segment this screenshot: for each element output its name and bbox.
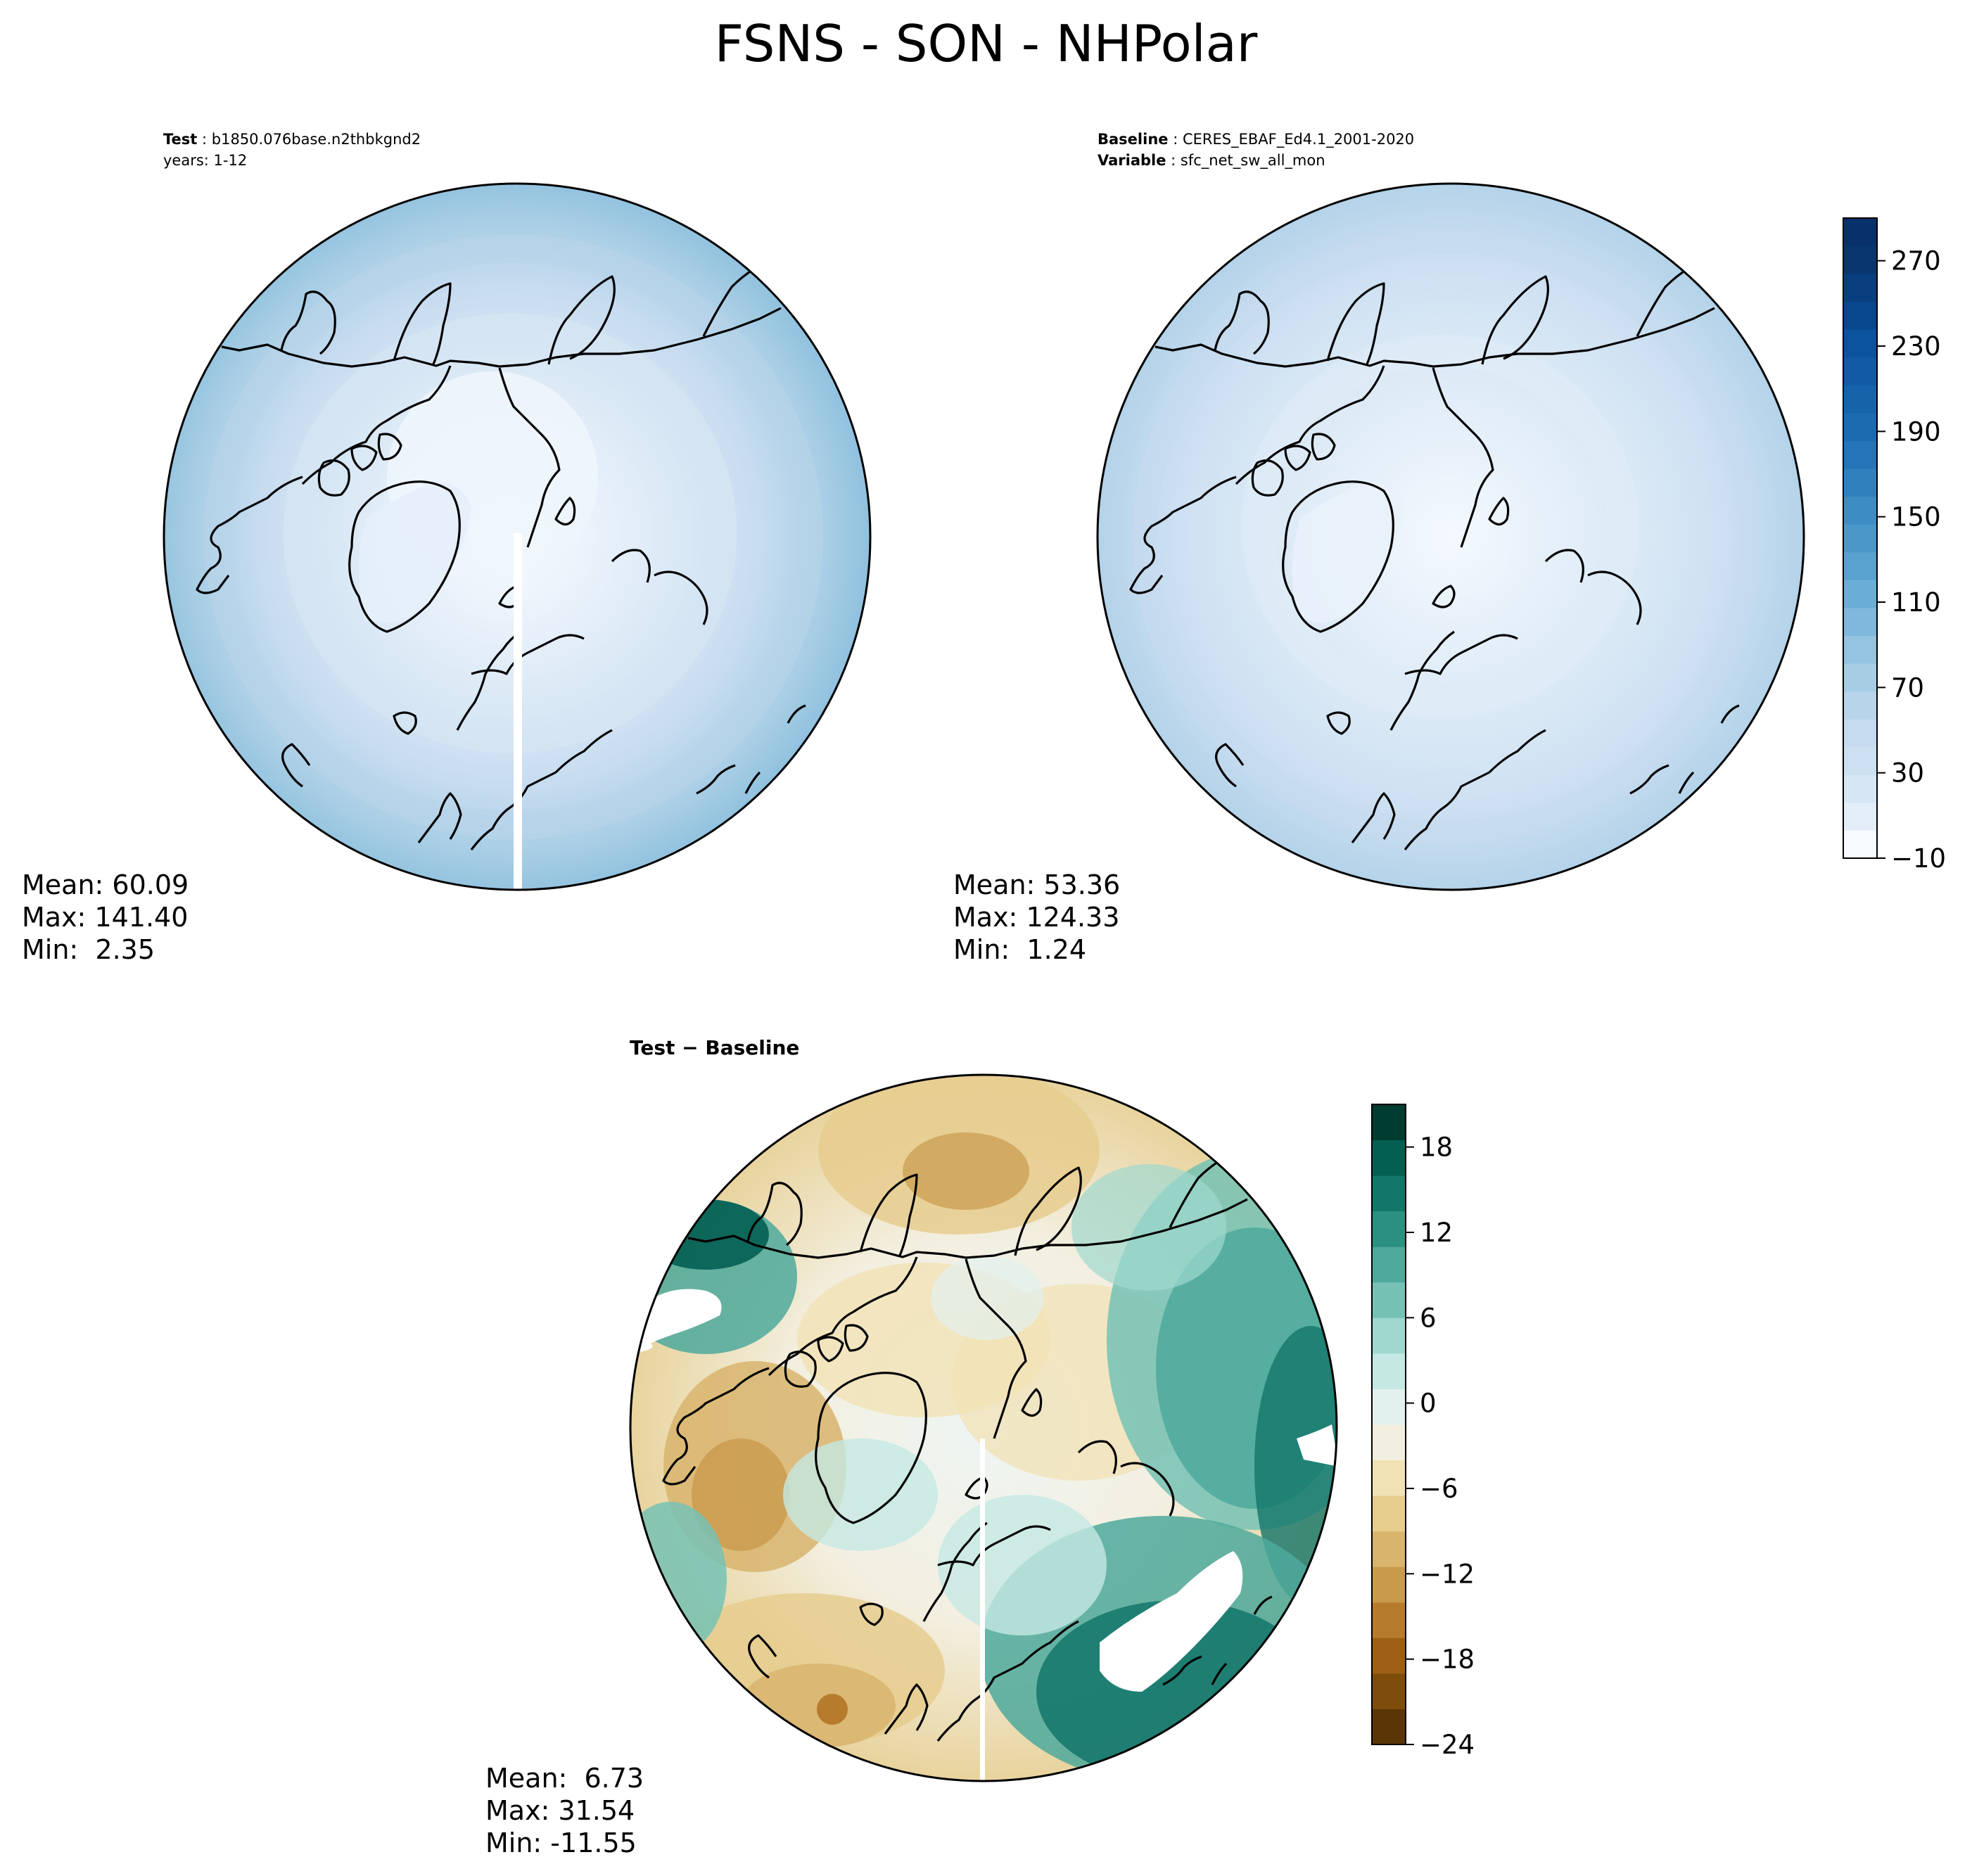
diff-colorbar-segment bbox=[1372, 1104, 1406, 1141]
diff-colorbar-segment bbox=[1372, 1460, 1406, 1496]
diff-mean: Mean: 6.73 bbox=[485, 1763, 644, 1794]
main-colorbar-tick-label: 150 bbox=[1891, 502, 1941, 532]
diff-colorbar-segment bbox=[1372, 1353, 1406, 1389]
test-case-name: b1850.076base.n2thbkgnd2 bbox=[211, 131, 421, 148]
main-colorbar-segment bbox=[1843, 830, 1877, 859]
diff-colorbar-frame bbox=[1371, 1104, 1406, 1745]
diff-coastlines bbox=[662, 1156, 1273, 1742]
main-colorbar: −10 30 70 110 150 190 230 270 bbox=[1843, 217, 1946, 874]
main-colorbar-tick-label: 70 bbox=[1891, 672, 1924, 703]
baseline-source: CERES_EBAF_Ed4.1_2001-2020 bbox=[1182, 131, 1415, 148]
diff-colorbar-segment bbox=[1372, 1246, 1406, 1283]
main-colorbar-tick-label: 30 bbox=[1891, 758, 1924, 789]
test-mean: Mean: 60.09 bbox=[22, 869, 189, 900]
diff-colorbar-tick-label: 0 bbox=[1420, 1389, 1437, 1419]
main-colorbar-segment bbox=[1843, 385, 1877, 414]
baseline-mean: Mean: 53.36 bbox=[953, 869, 1121, 900]
main-colorbar-segment bbox=[1843, 663, 1877, 692]
test-header: Test : b1850.076base.n2thbkgnd2 years: 1… bbox=[163, 129, 421, 171]
variable-label: Variable bbox=[1098, 152, 1166, 169]
test-max: Max: 141.40 bbox=[22, 902, 189, 933]
diff-title-minus: − bbox=[682, 1036, 699, 1059]
figure-title: FSNS - SON - NHPolar bbox=[714, 14, 1258, 73]
baseline-map-border bbox=[1096, 182, 1805, 891]
diff-title-test: Test bbox=[630, 1036, 675, 1059]
diff-colorbar-tick-label: 6 bbox=[1420, 1303, 1437, 1333]
diff-colorbar-tick-label: −18 bbox=[1420, 1645, 1475, 1675]
main-colorbar-segment bbox=[1843, 607, 1877, 636]
test-coastlines bbox=[196, 264, 806, 850]
main-colorbar-tick-label: −10 bbox=[1891, 843, 1946, 874]
diff-colorbar-segment bbox=[1372, 1709, 1406, 1745]
baseline-label: Baseline bbox=[1098, 131, 1169, 148]
diff-colorbar-tick-label: −6 bbox=[1420, 1474, 1458, 1504]
diff-colorbar-segment bbox=[1372, 1566, 1406, 1603]
baseline-stats: Mean: 53.36 Max: 124.33 Min: 1.24 bbox=[953, 869, 1120, 966]
baseline-coastlines bbox=[1129, 264, 1740, 850]
diff-colorbar-segment bbox=[1372, 1638, 1406, 1674]
main-colorbar-segment bbox=[1843, 719, 1877, 748]
main-colorbar-segment bbox=[1843, 218, 1877, 247]
baseline-max: Max: 124.33 bbox=[953, 902, 1120, 933]
main-colorbar-tick-label: 270 bbox=[1891, 246, 1941, 276]
main-colorbar-segment bbox=[1843, 329, 1877, 358]
diff-title-baseline: Baseline bbox=[705, 1036, 800, 1059]
diff-map bbox=[629, 1073, 1338, 1782]
main-colorbar-segment bbox=[1843, 580, 1877, 608]
main-colorbar-segment bbox=[1843, 245, 1877, 274]
baseline-variable: sfc_net_sw_all_mon bbox=[1180, 152, 1325, 169]
main-colorbar-tick-label: 110 bbox=[1891, 587, 1941, 618]
main-colorbar-segment bbox=[1843, 440, 1877, 469]
main-colorbar-segment bbox=[1843, 274, 1877, 302]
test-label: Test bbox=[163, 131, 198, 148]
main-colorbar-segment bbox=[1843, 301, 1877, 330]
baseline-min: Min: 1.24 bbox=[953, 934, 1086, 965]
diff-colorbar-segment bbox=[1372, 1495, 1406, 1532]
diff-colorbar-tick-label: −12 bbox=[1420, 1559, 1475, 1589]
main-colorbar-segment bbox=[1843, 524, 1877, 553]
main-colorbar-segment bbox=[1843, 802, 1877, 831]
main-colorbar-tick-label: 230 bbox=[1891, 331, 1941, 362]
main-colorbar-segment bbox=[1843, 551, 1877, 580]
main-colorbar-segment bbox=[1843, 496, 1877, 525]
diff-colorbar-segment bbox=[1372, 1140, 1406, 1176]
diff-map-border bbox=[629, 1073, 1338, 1782]
diff-colorbar-tick-label: −24 bbox=[1420, 1730, 1475, 1760]
main-colorbar-tick-label: 190 bbox=[1891, 416, 1941, 447]
main-colorbar-segment bbox=[1843, 357, 1877, 385]
main-colorbar-segment bbox=[1843, 635, 1877, 664]
diff-colorbar-tick-label: 12 bbox=[1420, 1218, 1453, 1248]
diff-min: Min: -11.55 bbox=[485, 1827, 637, 1858]
diff-colorbar-segment bbox=[1372, 1602, 1406, 1638]
diff-title: Test − Baseline bbox=[630, 1036, 799, 1059]
main-colorbar-frame bbox=[1843, 217, 1878, 859]
diff-colorbar-segment bbox=[1372, 1317, 1406, 1354]
diff-colorbar-segment bbox=[1372, 1175, 1406, 1212]
diff-stats: Mean: 6.73 Max: 31.54 Min: -11.55 bbox=[485, 1762, 644, 1859]
diff-colorbar-segment bbox=[1372, 1282, 1406, 1318]
test-map-border bbox=[163, 182, 872, 891]
test-map bbox=[163, 182, 872, 891]
main-colorbar-segment bbox=[1843, 774, 1877, 803]
diff-colorbar-tick-label: 18 bbox=[1420, 1132, 1453, 1163]
diff-colorbar-segment bbox=[1372, 1211, 1406, 1247]
diff-colorbar-segment bbox=[1372, 1673, 1406, 1709]
test-years: years: 1-12 bbox=[163, 152, 248, 169]
diff-max: Max: 31.54 bbox=[485, 1795, 635, 1826]
test-stats: Mean: 60.09 Max: 141.40 Min: 2.35 bbox=[22, 869, 189, 966]
main-colorbar-segment bbox=[1843, 746, 1877, 775]
main-colorbar-segment bbox=[1843, 412, 1877, 442]
test-min: Min: 2.35 bbox=[22, 934, 155, 965]
diff-colorbar-segment bbox=[1372, 1389, 1406, 1425]
diff-colorbar: −24 −18 −12 −6 0 6 12 18 bbox=[1371, 1104, 1475, 1760]
baseline-map bbox=[1096, 182, 1805, 891]
main-colorbar-segment bbox=[1843, 691, 1877, 720]
diff-colorbar-segment bbox=[1372, 1531, 1406, 1567]
main-colorbar-segment bbox=[1843, 468, 1877, 497]
baseline-header: Baseline : CERES_EBAF_Ed4.1_2001-2020 Va… bbox=[1098, 131, 1415, 169]
diff-colorbar-segment bbox=[1372, 1424, 1406, 1461]
